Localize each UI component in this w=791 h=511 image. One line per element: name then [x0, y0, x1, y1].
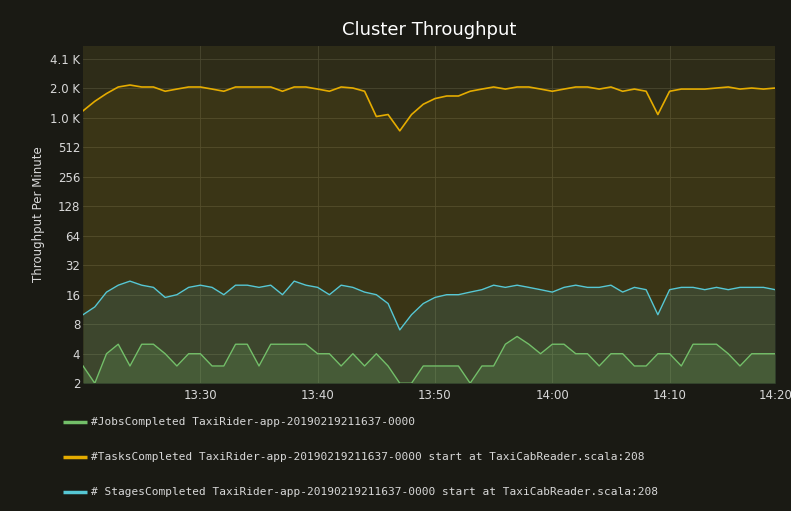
Text: #JobsCompleted TaxiRider-app-20190219211637-0000: #JobsCompleted TaxiRider-app-20190219211…: [91, 416, 415, 427]
Text: # StagesCompleted TaxiRider-app-20190219211637-0000 start at TaxiCabReader.scala: # StagesCompleted TaxiRider-app-20190219…: [91, 486, 658, 497]
Text: #TasksCompleted TaxiRider-app-20190219211637-0000 start at TaxiCabReader.scala:2: #TasksCompleted TaxiRider-app-2019021921…: [91, 452, 645, 462]
Title: Cluster Throughput: Cluster Throughput: [342, 21, 517, 39]
Y-axis label: Throughput Per Minute: Throughput Per Minute: [32, 147, 44, 283]
